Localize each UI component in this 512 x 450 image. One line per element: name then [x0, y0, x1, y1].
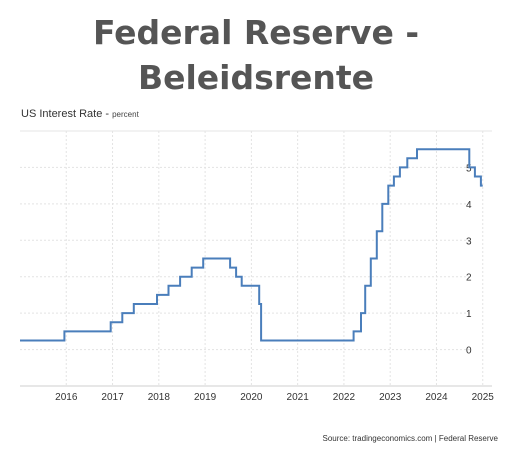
- y-tick-label: 5: [466, 163, 472, 174]
- x-tick-label: 2021: [287, 392, 310, 403]
- x-tick-label: 2016: [55, 392, 78, 403]
- chart-unit: percent: [112, 110, 139, 119]
- x-tick-label: 2019: [194, 392, 217, 403]
- page-title-line-1: Federal Reserve -: [92, 13, 420, 52]
- y-tick-label: 4: [466, 200, 472, 211]
- x-tick-label: 2023: [379, 392, 402, 403]
- page-title-line-2: Beleidsrente: [137, 58, 375, 97]
- x-tick-label: 2018: [148, 392, 171, 403]
- chart-source: Source: tradingeconomics.com | Federal R…: [322, 434, 499, 443]
- y-axis-ticks: 0 1 2 3 4 5: [466, 163, 472, 356]
- chart-title: US Interest Rate - percent: [21, 108, 139, 120]
- y-tick-label: 2: [466, 273, 472, 284]
- y-tick-label: 3: [466, 236, 472, 247]
- interest-rate-series-line: [20, 148, 483, 342]
- x-tick-label: 2022: [333, 392, 356, 403]
- y-tick-label: 0: [466, 346, 472, 357]
- chart-grid: [20, 130, 492, 387]
- x-tick-label: 2020: [240, 392, 263, 403]
- x-axis-ticks: 2016 2017 2018 2019 2020 2021 2022 2023 2024 2025: [55, 392, 494, 403]
- x-tick-label: 2025: [472, 392, 495, 403]
- x-tick-label: 2017: [101, 392, 124, 403]
- chart-title-text: US Interest Rate: [21, 108, 103, 120]
- x-tick-label: 2024: [425, 392, 448, 403]
- y-tick-label: 1: [466, 309, 472, 320]
